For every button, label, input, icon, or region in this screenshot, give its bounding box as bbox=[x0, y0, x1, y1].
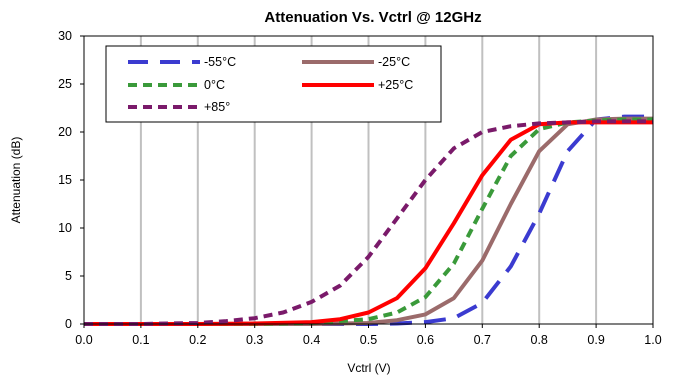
legend-label: 0°C bbox=[204, 78, 225, 92]
x-axis-ticks: 0.0 0.1 0.2 0.3 0.4 0.5 0.6 0.7 0.8 0.9 1.0 bbox=[75, 324, 662, 347]
x-tick-label: 0.3 bbox=[246, 333, 263, 347]
x-tick-label: 1.0 bbox=[644, 333, 661, 347]
x-tick-label: 0.9 bbox=[587, 333, 604, 347]
legend-label: -25°C bbox=[378, 55, 410, 69]
x-axis-label: Vctrl (V) bbox=[347, 361, 390, 375]
x-tick-label: 0.5 bbox=[360, 333, 377, 347]
x-tick-label: 0.1 bbox=[132, 333, 149, 347]
y-tick-label: 5 bbox=[65, 269, 72, 283]
y-tick-label: 20 bbox=[58, 125, 72, 139]
y-axis-ticks: 0 5 10 15 20 25 30 bbox=[58, 29, 84, 331]
legend: -55°C -25°C 0°C +25°C +85° bbox=[105, 45, 442, 123]
x-tick-label: 0.4 bbox=[303, 333, 320, 347]
y-tick-label: 0 bbox=[65, 317, 72, 331]
x-tick-label: 0.7 bbox=[474, 333, 491, 347]
y-tick-label: 15 bbox=[58, 173, 72, 187]
y-axis-label: Attenuation (dB) bbox=[9, 137, 23, 224]
y-tick-label: 25 bbox=[58, 77, 72, 91]
y-tick-label: 30 bbox=[58, 29, 72, 43]
x-tick-label: 0.2 bbox=[189, 333, 206, 347]
y-tick-label: 10 bbox=[58, 221, 72, 235]
x-tick-label: 0.0 bbox=[75, 333, 92, 347]
series-line-4 bbox=[84, 119, 653, 326]
x-tick-label: 0.8 bbox=[531, 333, 548, 347]
legend-label: -55°C bbox=[204, 55, 236, 69]
chart-title: Attenuation Vs. Vctrl @ 12GHz bbox=[264, 9, 481, 26]
legend-label: +85° bbox=[204, 100, 230, 114]
legend-label: +25°C bbox=[378, 78, 413, 92]
x-tick-label: 0.6 bbox=[417, 333, 434, 347]
